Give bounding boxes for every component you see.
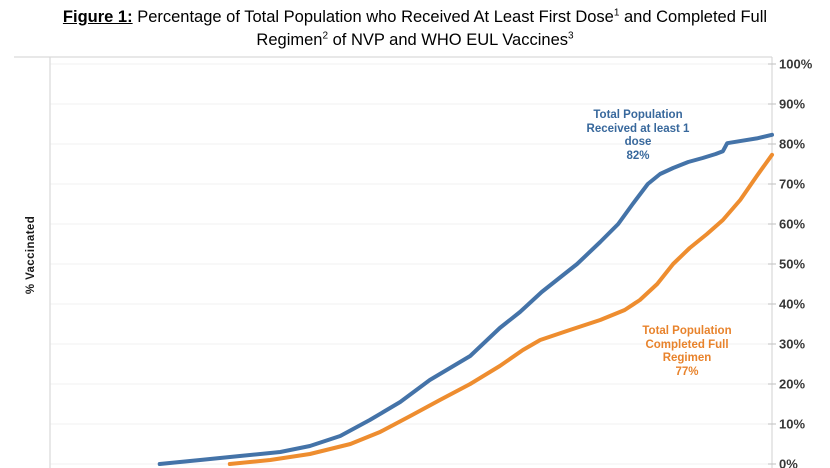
series-line-completed-full-regimen [227, 152, 774, 466]
axis-borders-group [14, 56, 773, 468]
y-tick-label: 80% [779, 137, 805, 152]
y-tick-marks-group [768, 63, 776, 465]
y-tick-label: 90% [779, 97, 805, 112]
y-tick-label: 50% [779, 257, 805, 272]
y-tick-label: 70% [779, 177, 805, 192]
figure-title-prefix: Figure 1: [62, 8, 133, 26]
footnote-marker-2: 2 [322, 30, 329, 42]
y-tick-label: 10% [779, 417, 805, 432]
figure-title-seg1: Percentage of Total Population who Recei… [132, 8, 614, 26]
footnote-marker-3: 3 [568, 30, 574, 42]
series-lines-group [157, 132, 774, 466]
gridlines-group [50, 63, 772, 465]
y-tick-labels-group: 100% 90% 80% 70% 60% 50% 40% 30% 20% 10% 0% [779, 57, 813, 468]
footnote-marker-1: 1 [613, 7, 620, 19]
figure-title-seg2: and Completed Full Regimen [256, 8, 768, 50]
y-tick-label: 60% [779, 217, 805, 232]
series-line-received-first-dose [157, 132, 774, 466]
y-tick-label: 0% [779, 457, 798, 468]
y-tick-label: 30% [779, 337, 805, 352]
y-tick-label: 40% [779, 297, 805, 312]
y-tick-label: 20% [779, 377, 805, 392]
y-tick-label: 100% [779, 57, 813, 72]
figure-title-seg3: of NVP and WHO EUL Vaccines [328, 31, 568, 50]
figure-title: Figure 1: Percentage of Total Population… [31, 6, 799, 53]
